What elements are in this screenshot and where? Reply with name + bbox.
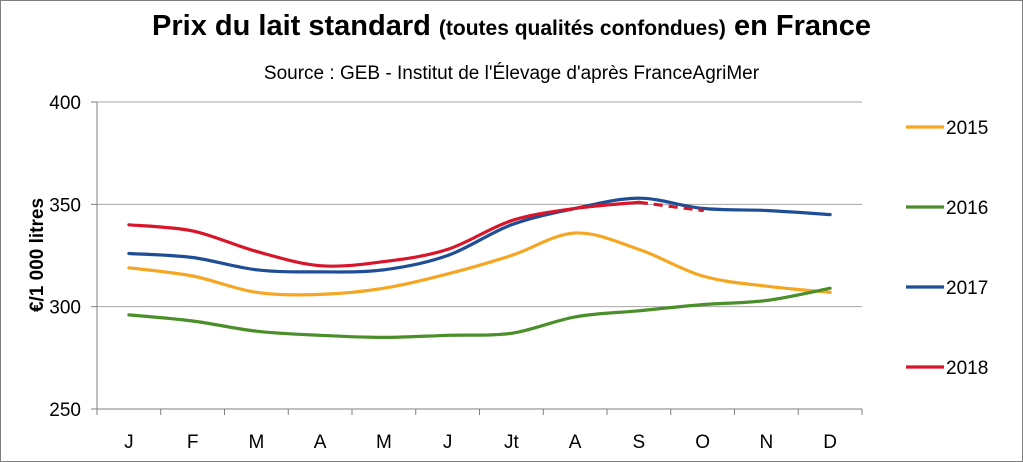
series-line [127, 231, 832, 297]
data-point [191, 274, 195, 278]
title-qualifier: (toutes qualités confondues) [438, 17, 726, 40]
data-point [318, 264, 322, 268]
data-point [509, 331, 513, 335]
x-tick-label: J [443, 432, 453, 453]
data-point [254, 329, 258, 333]
data-point [637, 200, 641, 204]
x-tick-label: M [248, 432, 264, 453]
data-point [191, 256, 195, 259]
data-point [446, 272, 450, 276]
data-point [318, 270, 322, 274]
series-2015 [127, 231, 832, 297]
data-point [446, 333, 450, 337]
x-tick-label: N [760, 432, 774, 453]
data-point [127, 223, 131, 227]
x-tick-label: J [124, 432, 134, 453]
data-point [127, 266, 131, 270]
data-point [509, 223, 513, 227]
y-tick-label: 300 [49, 298, 81, 319]
x-tick-label: O [695, 432, 710, 453]
data-point [573, 231, 577, 235]
legend-item: 2018 [906, 358, 988, 379]
data-point [318, 292, 322, 296]
y-tick-label: 250 [49, 400, 81, 421]
x-tick-label: S [633, 432, 646, 453]
legend-label: 2015 [946, 118, 988, 139]
y-tick-label: 400 [49, 93, 81, 114]
data-point [764, 209, 768, 212]
chart-subtitle: Source : GEB - Institut de l'Élevage d'a… [263, 63, 760, 84]
data-point [382, 335, 386, 339]
data-point [318, 333, 322, 337]
title-end: en France [733, 10, 871, 42]
data-point [764, 299, 768, 302]
chart-title: Prix du lait standard (toutes qualités c… [0, 10, 1023, 43]
x-tick-label: D [823, 432, 837, 453]
data-point [828, 290, 832, 294]
data-point [254, 268, 258, 272]
series-2018 [127, 200, 705, 268]
data-point [254, 290, 258, 294]
data-point [127, 252, 131, 255]
data-point [382, 268, 386, 272]
x-tick-label: A [569, 432, 582, 453]
y-tick-label: 350 [49, 195, 81, 216]
data-point [701, 209, 705, 212]
x-tick-label: F [187, 432, 199, 453]
data-point [254, 250, 258, 253]
legend-item: 2016 [906, 198, 988, 219]
data-point [701, 303, 705, 307]
legend-item: 2017 [906, 278, 988, 299]
data-point [191, 319, 195, 323]
legend-label: 2018 [946, 358, 988, 379]
data-point [127, 313, 131, 317]
data-point [828, 213, 832, 216]
data-point [509, 254, 513, 257]
x-tick-label: A [314, 432, 327, 453]
legend-label: 2017 [946, 278, 988, 299]
data-point [573, 315, 577, 319]
data-point [828, 286, 832, 290]
series-2016 [127, 286, 832, 340]
x-tick-label: Jt [504, 432, 520, 453]
data-point [637, 309, 641, 313]
data-point [446, 254, 450, 257]
data-point [382, 260, 386, 264]
data-point [701, 274, 705, 278]
series-line [127, 286, 832, 340]
legend-item: 2015 [906, 118, 988, 139]
data-point [509, 219, 513, 223]
data-point [637, 196, 641, 200]
data-point [191, 229, 195, 233]
data-point [446, 247, 450, 251]
legend-label: 2016 [946, 198, 988, 219]
data-point [382, 286, 386, 290]
series-line-dashed [638, 200, 703, 213]
title-main: Prix du lait standard [152, 10, 431, 42]
data-point [764, 284, 768, 288]
data-point [637, 247, 641, 251]
x-tick-label: M [376, 432, 392, 453]
data-point [573, 207, 577, 210]
